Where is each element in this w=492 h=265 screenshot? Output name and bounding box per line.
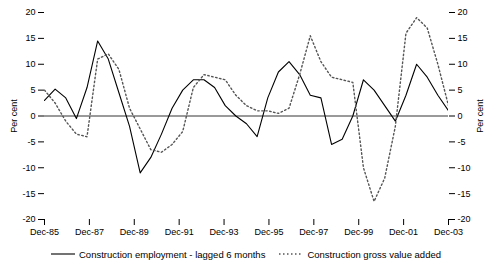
svg-text:Dec-91: Dec-91 (165, 227, 194, 237)
svg-text:Dec-95: Dec-95 (254, 227, 283, 237)
svg-text:-5: -5 (458, 137, 466, 147)
svg-text:Dec-97: Dec-97 (299, 227, 328, 237)
svg-text:Dec-85: Dec-85 (30, 227, 59, 237)
svg-text:Dec-89: Dec-89 (120, 227, 149, 237)
svg-text:Dec-01: Dec-01 (389, 227, 418, 237)
svg-text:20: 20 (25, 7, 35, 17)
html-text:Construction gross value added: Construction gross value added (307, 248, 441, 260)
svg-text:-5: -5 (27, 137, 35, 147)
svg-text:15: 15 (25, 33, 35, 43)
svg-text:0: 0 (458, 111, 463, 121)
svg-text:-20: -20 (22, 214, 35, 224)
svg-text:10: 10 (458, 59, 468, 69)
svg-text:Dec-03: Dec-03 (434, 227, 463, 237)
svg-text:5: 5 (458, 85, 463, 95)
svg-text:5: 5 (30, 85, 35, 95)
svg-text:20: 20 (458, 7, 468, 17)
svg-text:Dec-87: Dec-87 (75, 227, 104, 237)
svg-text:Dec-93: Dec-93 (210, 227, 239, 237)
svg-text:-15: -15 (22, 189, 35, 199)
svg-text:-20: -20 (458, 214, 471, 224)
svg-text:Dec-99: Dec-99 (344, 227, 373, 237)
svg-text:-15: -15 (458, 189, 471, 199)
svg-text:-10: -10 (22, 163, 35, 173)
svg-text:-10: -10 (458, 163, 471, 173)
svg-text:Per cent: Per cent (475, 99, 485, 133)
svg-text:Per cent: Per cent (9, 99, 19, 133)
html-text:Construction employment - lagg: Construction employment - lagged 6 month… (79, 248, 266, 260)
svg-text:0: 0 (30, 111, 35, 121)
svg-text:15: 15 (458, 33, 468, 43)
svg-text:10: 10 (25, 59, 35, 69)
